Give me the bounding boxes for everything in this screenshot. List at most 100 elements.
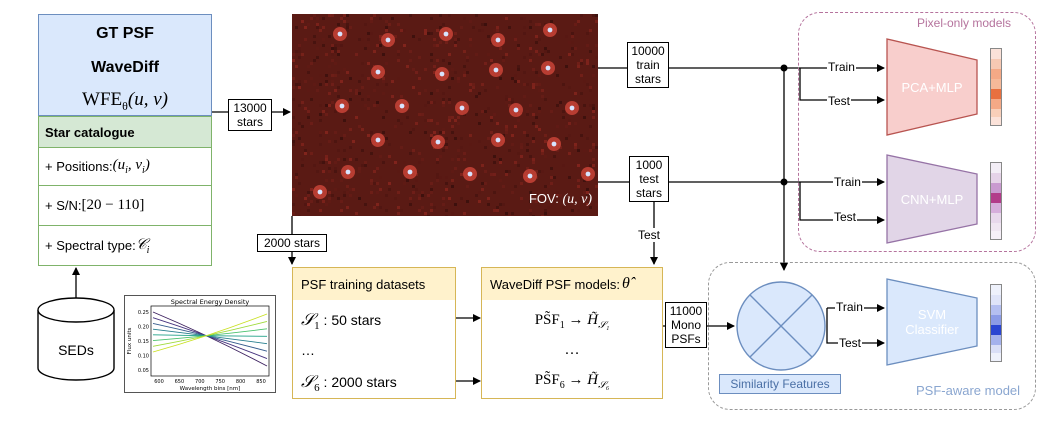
fov-noise-pixel	[463, 50, 466, 53]
fov-noise-pixel	[301, 143, 304, 146]
fov-noise-pixel	[349, 26, 352, 29]
sed-curve	[152, 313, 268, 353]
fov-noise-pixel	[367, 38, 370, 41]
fov-noise-pixel	[568, 152, 571, 155]
fov-star-core	[547, 27, 553, 33]
fov-noise-pixel	[442, 197, 445, 200]
fov-noise-pixel	[304, 149, 307, 152]
fov-noise-pixel	[481, 65, 484, 68]
fov-noise-pixel	[571, 32, 574, 35]
fov-noise-pixel	[298, 137, 301, 140]
fov-noise-pixel	[313, 41, 316, 44]
fov-noise-pixel	[529, 191, 532, 194]
fov-noise-pixel	[481, 164, 484, 167]
fov-noise-pixel	[346, 206, 349, 209]
fov-noise-pixel	[430, 119, 433, 122]
fov-noise-pixel	[490, 119, 493, 122]
fov-noise-pixel	[574, 122, 577, 125]
fov-noise-pixel	[412, 86, 415, 89]
fov-noise-pixel	[412, 68, 415, 71]
fov-noise-pixel	[565, 125, 568, 128]
fov-noise-pixel	[583, 116, 586, 119]
fov-noise-pixel	[583, 104, 586, 107]
fov-noise-pixel	[340, 179, 343, 182]
fov-noise-pixel	[361, 74, 364, 77]
fov-noise-pixel	[418, 77, 421, 80]
fov-noise-pixel	[565, 35, 568, 38]
fov-noise-pixel	[298, 56, 301, 59]
fov-noise-pixel	[547, 185, 550, 188]
fov-noise-pixel	[454, 137, 457, 140]
fov-noise-pixel	[430, 203, 433, 206]
fov-noise-pixel	[451, 212, 454, 215]
fov-noise-pixel	[433, 71, 436, 74]
fov-noise-pixel	[346, 26, 349, 29]
fov-noise-pixel	[520, 200, 523, 203]
fov-noise-pixel	[496, 206, 499, 209]
fov-noise-pixel	[562, 83, 565, 86]
fov-noise-pixel	[352, 188, 355, 191]
fov-noise-pixel	[499, 77, 502, 80]
fov-noise-pixel	[508, 26, 511, 29]
fov-noise-pixel	[343, 191, 346, 194]
fov-noise-pixel	[343, 119, 346, 122]
fov-noise-pixel	[412, 35, 415, 38]
fov-noise-pixel	[439, 26, 442, 29]
fov-noise-pixel	[571, 209, 574, 212]
fov-noise-pixel	[337, 95, 340, 98]
fov-noise-pixel	[556, 149, 559, 152]
fov-noise-pixel	[316, 56, 319, 59]
fov-noise-pixel	[562, 110, 565, 113]
fov-noise-pixel	[460, 26, 463, 29]
fov-noise-pixel	[514, 185, 517, 188]
fov-noise-pixel	[328, 14, 331, 17]
fov-noise-pixel	[553, 155, 556, 158]
fov-noise-pixel	[364, 104, 367, 107]
fov-noise-pixel	[319, 209, 322, 212]
fov-noise-pixel	[529, 47, 532, 50]
fov-noise-pixel	[592, 164, 595, 167]
fov-noise-pixel	[592, 107, 595, 110]
fov-noise-pixel	[595, 44, 598, 47]
fov-noise-pixel	[544, 98, 547, 101]
fov-noise-pixel	[418, 113, 421, 116]
fov-noise-pixel	[487, 35, 490, 38]
fov-noise-pixel	[511, 143, 514, 146]
fov-noise-pixel	[319, 119, 322, 122]
fov-noise-pixel	[433, 101, 436, 104]
fov-noise-pixel	[316, 47, 319, 50]
fov-noise-pixel	[355, 53, 358, 56]
fov-noise-pixel	[430, 53, 433, 56]
psf-training-datasets-box: PSF training datasets 𝒮1 : 50 stars … 𝒮6…	[292, 267, 456, 399]
fov-noise-pixel	[505, 131, 508, 134]
fov-noise-pixel	[490, 116, 493, 119]
fov-noise-pixel	[568, 119, 571, 122]
seds-database-icon	[37, 297, 115, 381]
fov-noise-pixel	[508, 170, 511, 173]
fov-noise-pixel	[370, 17, 373, 20]
fov-noise-pixel	[517, 119, 520, 122]
fov-noise-pixel	[448, 86, 451, 89]
fov-noise-pixel	[535, 71, 538, 74]
fov-noise-pixel	[496, 122, 499, 125]
fov-noise-pixel	[298, 83, 301, 86]
fov-noise-pixel	[454, 32, 457, 35]
fov-noise-pixel	[352, 140, 355, 143]
fov-noise-pixel	[322, 200, 325, 203]
fov-noise-pixel	[388, 182, 391, 185]
fov-noise-pixel	[394, 197, 397, 200]
fov-noise-pixel	[541, 152, 544, 155]
seds-label: SEDs	[58, 342, 94, 358]
fov-noise-pixel	[484, 23, 487, 26]
fov-noise-pixel	[427, 194, 430, 197]
fov-noise-pixel	[328, 77, 331, 80]
fov-noise-pixel	[337, 23, 340, 26]
fov-noise-pixel	[397, 119, 400, 122]
fov-noise-pixel	[496, 86, 499, 89]
fov-noise-pixel	[337, 14, 340, 17]
fov-noise-pixel	[589, 50, 592, 53]
fov-noise-pixel	[532, 215, 535, 216]
fov-noise-pixel	[454, 119, 457, 122]
fov-star-core	[459, 105, 465, 111]
fov-noise-pixel	[331, 101, 334, 104]
